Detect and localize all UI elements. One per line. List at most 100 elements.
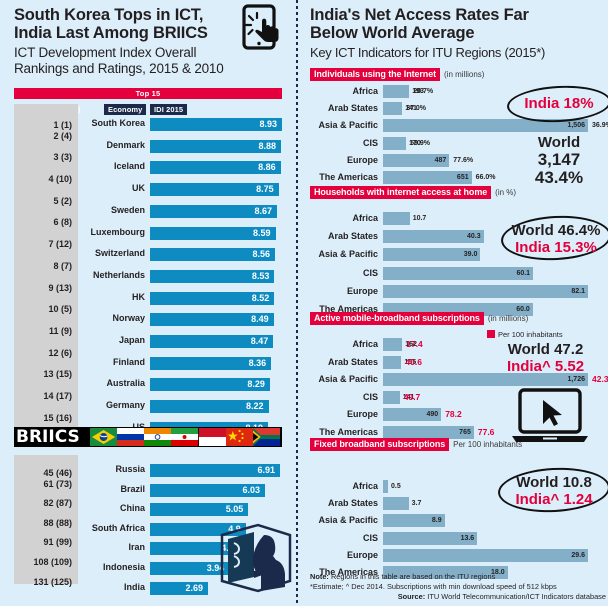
region-label: The Americas	[319, 304, 378, 314]
economy-cell: China	[119, 503, 145, 514]
region-bar	[383, 514, 445, 528]
region-bar	[383, 548, 588, 562]
briics-label: BRIICS	[16, 427, 80, 447]
source-line: Source: ITU World Telecommunication/ICT …	[398, 592, 606, 602]
bar-value: 60.0	[516, 306, 530, 313]
chart-row: Africa 162 17.4	[310, 338, 600, 352]
bar-value: 487	[434, 156, 447, 164]
header-economy: Economy	[104, 104, 147, 115]
bar-value: 490	[426, 411, 439, 419]
chart-row: Arab States 40.3	[310, 230, 600, 244]
region-label: Asia & Pacific	[318, 120, 378, 131]
rank-cell: 5 (2)	[53, 195, 72, 206]
iran-flag	[171, 428, 199, 446]
chart1-india-annotation: India 18%	[524, 95, 594, 112]
bar-value: 170	[409, 139, 421, 147]
rank-cell: 11 (9)	[48, 325, 72, 336]
chart-row: Asia & Pacific 8.9	[310, 514, 600, 528]
region-bar	[383, 266, 534, 280]
bar-secondary-value: 36.9%	[592, 122, 608, 130]
region-bar	[383, 85, 410, 98]
rank-cell: 88 (88)	[43, 517, 72, 528]
chart-row: CIS 141 49.7	[310, 390, 600, 405]
right-panel: India's Net Access Rates Far Below World…	[305, 0, 608, 606]
note-bold: Note:	[310, 572, 329, 581]
region-label: CIS	[362, 267, 378, 278]
bar-secondary-value: 77.6	[477, 427, 495, 437]
bar-value: 0.5	[391, 483, 401, 490]
rank-cell: 15 (16)	[43, 412, 72, 423]
region-label: Asia & Pacific	[318, 515, 378, 526]
south-africa-flag	[252, 428, 280, 446]
rank-cell: 13 (15)	[43, 369, 72, 380]
chart-row: Asia & Pacific 1,726 42.3	[310, 373, 608, 387]
region-bar	[383, 566, 508, 579]
economy-cell: US	[82, 422, 145, 432]
chart-section-header: Active mobile-broadband subscriptions (in…	[310, 312, 528, 325]
left-title-line1: South Korea Tops in ICT,	[14, 6, 204, 24]
bar-value: 765	[459, 429, 471, 436]
left-subtitle-line2: Rankings and Ratings, 2015 & 2010	[14, 61, 224, 76]
economy-cell: Iran	[128, 542, 145, 553]
rank-cell: 7 (12)	[48, 239, 72, 250]
region-bar	[383, 212, 410, 225]
idi-bar: 8.56	[150, 248, 275, 262]
per100-legend-swatch	[487, 330, 495, 338]
idi-bar: 8.52	[150, 291, 275, 305]
economy-cell: Iceland	[113, 161, 145, 172]
left-panel: South Korea Tops in ICT, India Last Amon…	[0, 0, 297, 606]
idi-bar: 8.86	[150, 161, 281, 175]
idi-bar: 2.69	[150, 581, 208, 595]
idi-bar: 4.9	[150, 522, 246, 536]
chart-row: Africa 193 20.7%	[310, 85, 600, 99]
bar-value: 1,726	[567, 376, 585, 384]
chart1-world-value: 3,147	[537, 150, 581, 169]
region-label: CIS	[362, 391, 378, 402]
chart-row: Arab States 155 40.6	[310, 355, 600, 370]
chart2-world-annotation: World 46.4%	[511, 222, 601, 239]
region-label: Europe	[346, 549, 378, 560]
chart2-india-annotation: India 15.3%	[515, 239, 597, 256]
chart1-world-pct: 43.4%	[534, 168, 584, 187]
rank-cell: 82 (87)	[43, 498, 72, 509]
economy-cell: Norway	[112, 313, 145, 324]
rank-cell: 2 (4)	[53, 130, 72, 141]
chart3-india-annotation: India^ 5.52	[506, 358, 585, 375]
bar-value: 1,506	[567, 122, 585, 130]
china-flag	[225, 428, 253, 446]
note-line-1: Note: Regions in this table are based on…	[310, 572, 495, 582]
economy-cell: Indonesia	[102, 562, 145, 572]
bar-value: 141	[405, 105, 417, 113]
idi-bar: 8.53	[150, 269, 275, 283]
rank-cell: 3 (3)	[53, 152, 72, 163]
region-label: The Americas	[319, 427, 378, 437]
briics-header: BRIICS	[14, 427, 282, 447]
chart-row: Europe 82.1	[310, 284, 600, 299]
india-flag	[144, 428, 172, 446]
rank-cell: 6 (8)	[53, 217, 72, 228]
chart-row: The Americas 651 66.0%	[310, 171, 600, 185]
idi-bar: 8.49	[150, 313, 274, 327]
economy-cell: Japan	[118, 335, 145, 345]
bar-value: 39.0	[463, 251, 478, 259]
idi-bar: 8.75	[150, 183, 279, 197]
region-label: Europe	[346, 154, 378, 165]
right-title-line2: Below World Average	[310, 24, 475, 42]
region-label: The Americas	[319, 567, 378, 577]
region-label: Europe	[346, 409, 378, 420]
rank-cell: 10 (5)	[48, 304, 72, 315]
bar-value: 3.7	[411, 500, 422, 508]
chart-section-header: Households with internet access at home(…	[310, 186, 516, 199]
chart-row: Arab States 141 37.0%	[310, 102, 600, 116]
idi-bar: 6.03	[150, 483, 265, 497]
economy-cell: South Korea	[91, 118, 145, 128]
idi-bar: 6.91	[150, 464, 280, 477]
bar-value: 10.7	[412, 215, 427, 222]
rank-cell: 9 (13)	[48, 282, 72, 293]
region-bar	[383, 373, 588, 387]
bar-value: 60.1	[516, 269, 531, 277]
economy-cell: South Africa	[91, 522, 145, 533]
region-bar	[383, 153, 450, 167]
region-label: Arab States	[327, 231, 378, 242]
left-subtitle-line1: ICT Development Index Overall	[14, 45, 197, 60]
